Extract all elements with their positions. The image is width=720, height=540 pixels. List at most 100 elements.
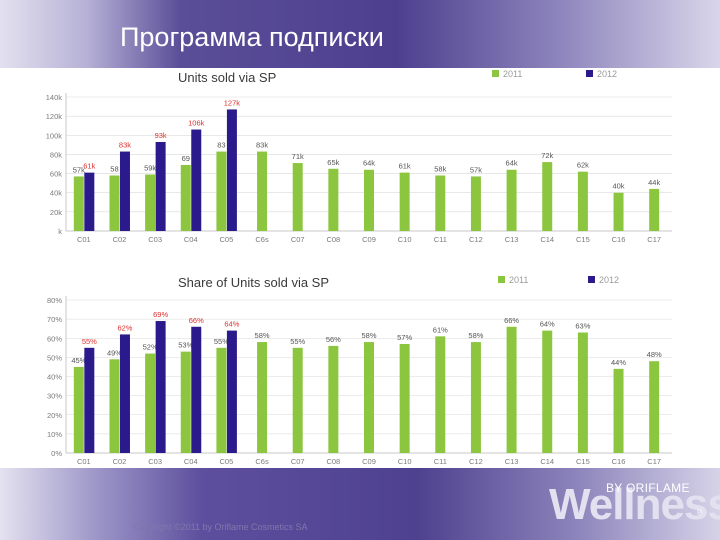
chart1-bar-2011 [470, 176, 481, 231]
chart2-data-label-2011: 55% [290, 337, 305, 346]
chart2-xtick-label: C16 [612, 457, 626, 466]
chart1-bar-2011 [542, 162, 553, 231]
chart2-data-label-2011: 58% [468, 331, 483, 340]
chart1-bar-2011 [577, 171, 588, 231]
chart2-bar-2012 [84, 347, 95, 453]
slide-title: Программа подписки [120, 22, 384, 52]
chart1-data-label-2011: 72k [541, 151, 553, 160]
chart2-data-label-2011: 56% [326, 335, 341, 344]
chart1-xtick-label: C09 [362, 235, 376, 244]
chart1-data-label-2011: 58k [434, 164, 446, 173]
chart2-bar-2012 [155, 321, 166, 453]
chart2-data-label-2012: 66% [189, 316, 204, 325]
chart2-xtick-label: C11 [434, 457, 447, 466]
chart2-ytick-label: 50% [47, 353, 62, 362]
chart2-data-label-2012: 69% [153, 310, 168, 319]
chart2-data-label-2011: 44% [611, 358, 626, 367]
chart2-bar-2011 [649, 361, 660, 453]
chart2-xtick-label: C14 [540, 457, 554, 466]
chart1-xtick-label: C04 [184, 235, 198, 244]
chart1-data-label-2011: 44k [648, 178, 660, 187]
chart2-bar-2011 [399, 343, 410, 453]
chart2-bar-2011 [435, 336, 446, 453]
chart2-bar-2011 [109, 359, 120, 453]
chart2-xtick-label: C02 [113, 457, 127, 466]
chart2-data-label-2011: 52% [143, 343, 158, 352]
chart1-ytick-label: 120k [46, 112, 63, 121]
chart1-data-label-2011: 83k [256, 141, 268, 150]
chart1-bar-2011 [145, 174, 156, 231]
chart2-xtick-label: C10 [398, 457, 412, 466]
chart1-bar-2012 [84, 172, 95, 231]
chart1-xtick-label: C13 [505, 235, 519, 244]
chart2-xtick-label: C03 [148, 457, 162, 466]
chart2-data-label-2012: 64% [224, 320, 239, 329]
chart2-ytick-label: 0% [51, 449, 62, 458]
chart2-bar-2011 [180, 351, 191, 453]
chart2-ytick-label: 20% [47, 411, 62, 420]
chart1-data-label-2012: 93k [155, 131, 167, 140]
chart1-xtick-label: C17 [647, 235, 661, 244]
chart1-data-label-2011: 40k [612, 182, 624, 191]
chart2-legend-label-2012: 2012 [599, 275, 619, 285]
chart2-bar-2012 [226, 330, 237, 453]
chart1-xtick-label: C08 [326, 235, 340, 244]
chart1-ytick-label: k [58, 227, 62, 236]
chart2-bar-2011 [542, 330, 553, 453]
chart2-bar-2012 [191, 326, 202, 453]
chart2-ytick-label: 10% [47, 430, 62, 439]
chart2-xtick-label: C01 [77, 457, 91, 466]
chart1-xtick-label: C6s [255, 235, 269, 244]
chart1-data-label-2011: 59k [144, 164, 156, 173]
chart2-ytick-label: 30% [47, 392, 62, 401]
copyright-text: Copyright ©2011 by Oriflame Cosmetics SA [133, 522, 308, 532]
chart1-ytick-label: 140k [46, 93, 63, 102]
chart2-xtick-label: C6s [255, 457, 269, 466]
chart1-legend-label-2011: 2011 [503, 69, 522, 79]
chart2-data-label-2011: 55% [214, 337, 229, 346]
chart1-bar-2011 [328, 168, 339, 231]
chart1-data-label-2011: 57k [73, 165, 85, 174]
chart1-ytick-label: 20k [50, 208, 62, 217]
chart1-xtick-label: C07 [291, 235, 305, 244]
chart2-title: Share of Units sold via SP [178, 275, 329, 290]
chart2-data-label-2011: 58% [255, 331, 270, 340]
chart1-data-label-2011: 57k [470, 165, 482, 174]
registered-mark: ® [697, 510, 703, 517]
chart2-xtick-label: C12 [469, 457, 483, 466]
chart2-data-label-2011: 66% [504, 316, 519, 325]
chart1-xtick-label: C10 [398, 235, 412, 244]
chart1-data-label-2011: 58 [110, 164, 118, 173]
chart1-legend-label-2012: 2012 [597, 69, 617, 79]
chart1-data-label-2011: 62k [577, 161, 589, 170]
chart1-data-label-2011: 71k [292, 152, 304, 161]
chart1-legend-swatch-2011 [492, 70, 499, 77]
chart2-bar-2011 [216, 347, 227, 453]
chart1-xtick-label: C02 [113, 235, 127, 244]
chart2-bar-2012 [119, 334, 130, 453]
chart1-xtick-label: C14 [540, 235, 554, 244]
chart1-xtick-label: C03 [148, 235, 162, 244]
title-banner: Программа подписки [0, 0, 720, 68]
chart1-xtick-label: C12 [469, 235, 483, 244]
chart1-data-label-2012: 106k [188, 119, 205, 128]
chart2-bar-2011 [73, 366, 84, 453]
chart1-bar-2012 [226, 109, 237, 231]
chart1-bar-2011 [399, 172, 410, 231]
chart2-ytick-label: 80% [47, 296, 62, 305]
chart1-ytick-label: 60k [50, 170, 62, 179]
chart2-data-label-2012: 62% [117, 323, 132, 332]
chart1-bar-2011 [506, 169, 517, 231]
chart1-bar-2011 [364, 169, 374, 231]
wellness-logo: Wellness [549, 480, 720, 529]
chart2-bar-2011 [506, 326, 517, 453]
chart1-bar-2011 [292, 163, 303, 231]
chart2-xtick-label: C09 [362, 457, 376, 466]
chart2-bar-2011 [328, 345, 339, 453]
chart2-xtick-label: C15 [576, 457, 590, 466]
chart1-bar-2011 [73, 176, 84, 231]
chart2-ytick-label: 60% [47, 334, 62, 343]
chart1-legend-swatch-2012 [586, 70, 593, 77]
chart2-xtick-label: C05 [220, 457, 234, 466]
